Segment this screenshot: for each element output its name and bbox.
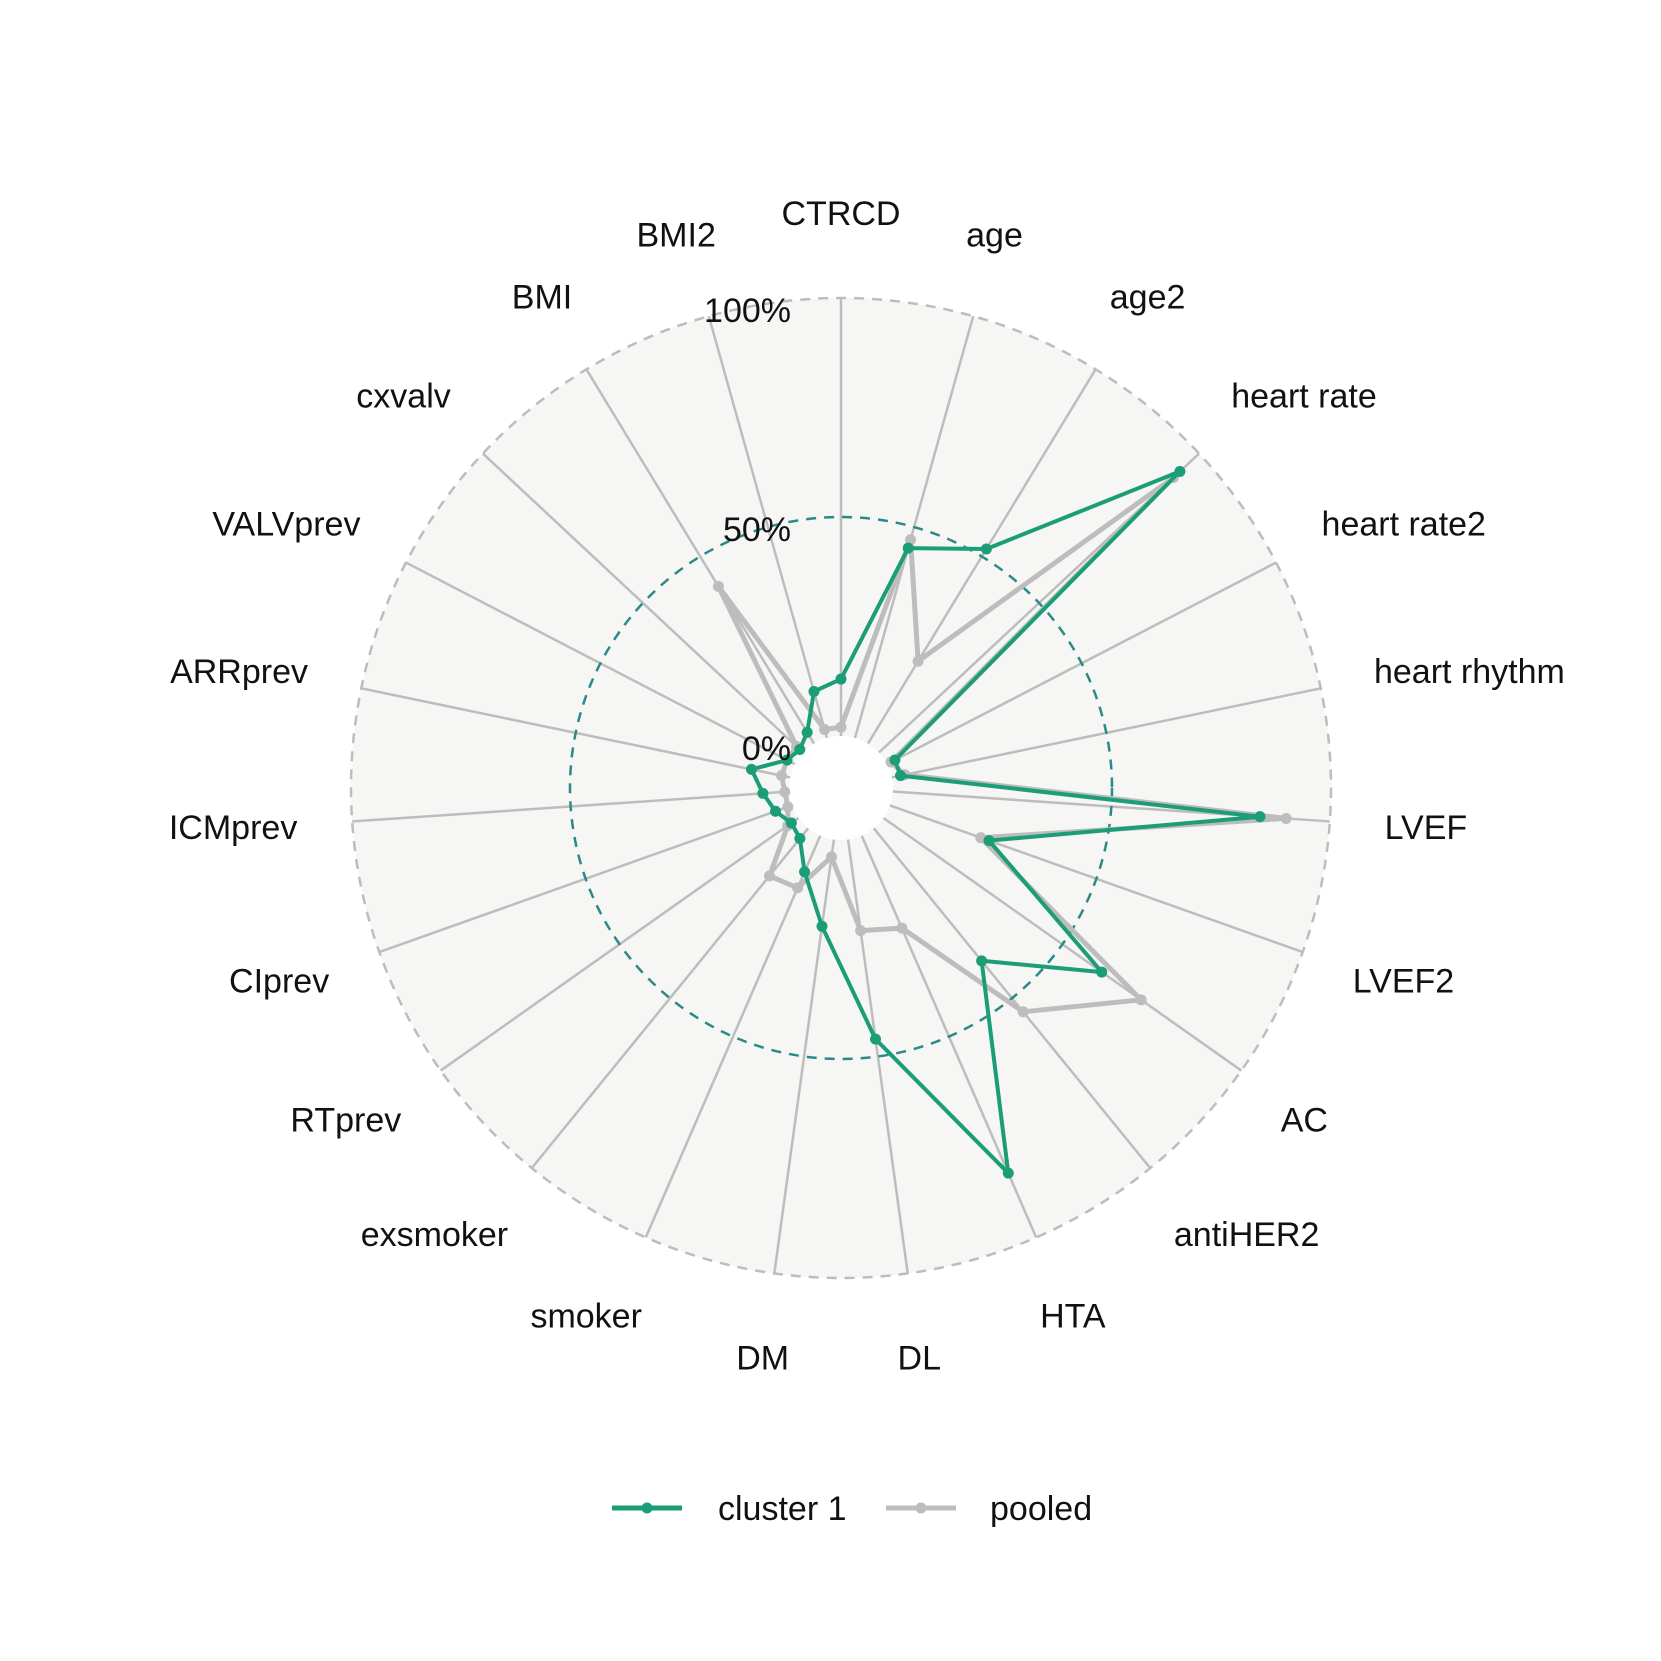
data-point bbox=[1002, 1167, 1014, 1179]
legend-marker bbox=[915, 1502, 927, 1514]
axis-label: smoker bbox=[530, 1297, 641, 1335]
grid-label-0: 0% bbox=[742, 730, 791, 768]
axis-spoke bbox=[773, 839, 836, 1274]
data-point bbox=[894, 770, 906, 782]
data-point bbox=[712, 580, 724, 592]
data-point bbox=[976, 955, 988, 967]
axis-label: RTprev bbox=[290, 1102, 401, 1140]
data-point bbox=[801, 726, 813, 738]
data-point bbox=[983, 835, 995, 847]
axis-label: antiHER2 bbox=[1174, 1216, 1320, 1254]
axis-label: cxvalv bbox=[356, 378, 450, 416]
axis-label: BMI2 bbox=[637, 216, 716, 254]
axis-label: CTRCD bbox=[782, 195, 901, 233]
data-point bbox=[763, 870, 775, 882]
axis-label: age bbox=[966, 216, 1023, 254]
data-point bbox=[835, 721, 847, 733]
data-point bbox=[785, 817, 797, 829]
axis-labels: CTRCD age age2 heart rate heart rate2 heart r… bbox=[169, 195, 1565, 1378]
axis-label: LVEF bbox=[1385, 809, 1468, 847]
plot-center-hole bbox=[789, 736, 893, 840]
data-point bbox=[912, 655, 924, 667]
axis-spoke bbox=[530, 827, 810, 1169]
axis-label: age2 bbox=[1110, 279, 1186, 317]
axis-spoke bbox=[846, 839, 909, 1274]
legend-label: pooled bbox=[990, 1490, 1092, 1528]
data-point bbox=[896, 922, 908, 934]
axis-label: heart rate bbox=[1231, 378, 1377, 416]
data-point bbox=[808, 686, 820, 698]
axis-label: heart rhythm bbox=[1374, 653, 1565, 691]
axis-label: AC bbox=[1281, 1102, 1328, 1140]
axis-label: DM bbox=[736, 1340, 789, 1378]
axis-label: exsmoker bbox=[361, 1216, 508, 1254]
series-cluster-1 bbox=[745, 465, 1266, 1179]
data-point bbox=[776, 770, 788, 782]
axis-spoke bbox=[482, 452, 804, 754]
data-point bbox=[816, 920, 828, 932]
axis-label: heart rate2 bbox=[1322, 505, 1486, 543]
axis-label: CIprev bbox=[229, 963, 329, 1001]
data-point bbox=[975, 832, 987, 844]
data-point bbox=[980, 543, 992, 555]
axis-label: ARRprev bbox=[170, 653, 308, 691]
data-point bbox=[1017, 1006, 1029, 1018]
axis-spoke bbox=[585, 368, 816, 745]
legend-item: pooled bbox=[886, 1490, 1092, 1528]
axis-label: VALVprev bbox=[212, 505, 360, 543]
data-point bbox=[1135, 994, 1147, 1006]
data-point bbox=[1254, 811, 1266, 823]
data-point bbox=[769, 805, 781, 817]
data-point bbox=[794, 744, 806, 756]
legend-marker bbox=[641, 1502, 653, 1514]
axis-label: LVEF2 bbox=[1353, 963, 1454, 1001]
data-point bbox=[902, 542, 914, 554]
grid-ring-100 bbox=[349, 296, 1333, 1280]
data-point bbox=[835, 673, 847, 685]
axis-spoke bbox=[707, 315, 829, 739]
data-point bbox=[905, 534, 917, 546]
data-point bbox=[779, 786, 791, 798]
data-point bbox=[889, 754, 901, 766]
data-point bbox=[819, 723, 831, 735]
data-point bbox=[1280, 812, 1292, 824]
data-point bbox=[870, 1033, 882, 1045]
data-point bbox=[782, 801, 794, 813]
grid-ring-50 bbox=[568, 515, 1114, 1061]
series-layer bbox=[712, 465, 1292, 1179]
axis-spoke bbox=[644, 835, 822, 1238]
data-point bbox=[781, 754, 793, 766]
axis-label: HTA bbox=[1040, 1297, 1106, 1335]
axis-label: BMI bbox=[512, 279, 572, 317]
data-point bbox=[794, 833, 806, 845]
data-point bbox=[792, 882, 804, 894]
grid-label-50: 50% bbox=[723, 511, 791, 549]
data-point bbox=[855, 925, 867, 937]
grid-label-100: 100% bbox=[704, 292, 791, 330]
data-point bbox=[1096, 966, 1108, 978]
data-point bbox=[757, 787, 769, 799]
data-point bbox=[745, 763, 757, 775]
axis-label: DL bbox=[898, 1340, 941, 1378]
legend: cluster 1 pooled bbox=[612, 1490, 1092, 1528]
data-point bbox=[1174, 465, 1186, 477]
legend-item: cluster 1 bbox=[612, 1490, 847, 1528]
legend-label: cluster 1 bbox=[718, 1490, 847, 1528]
axis-label: ICMprev bbox=[169, 809, 297, 847]
data-point bbox=[826, 851, 838, 863]
data-point bbox=[799, 866, 811, 878]
